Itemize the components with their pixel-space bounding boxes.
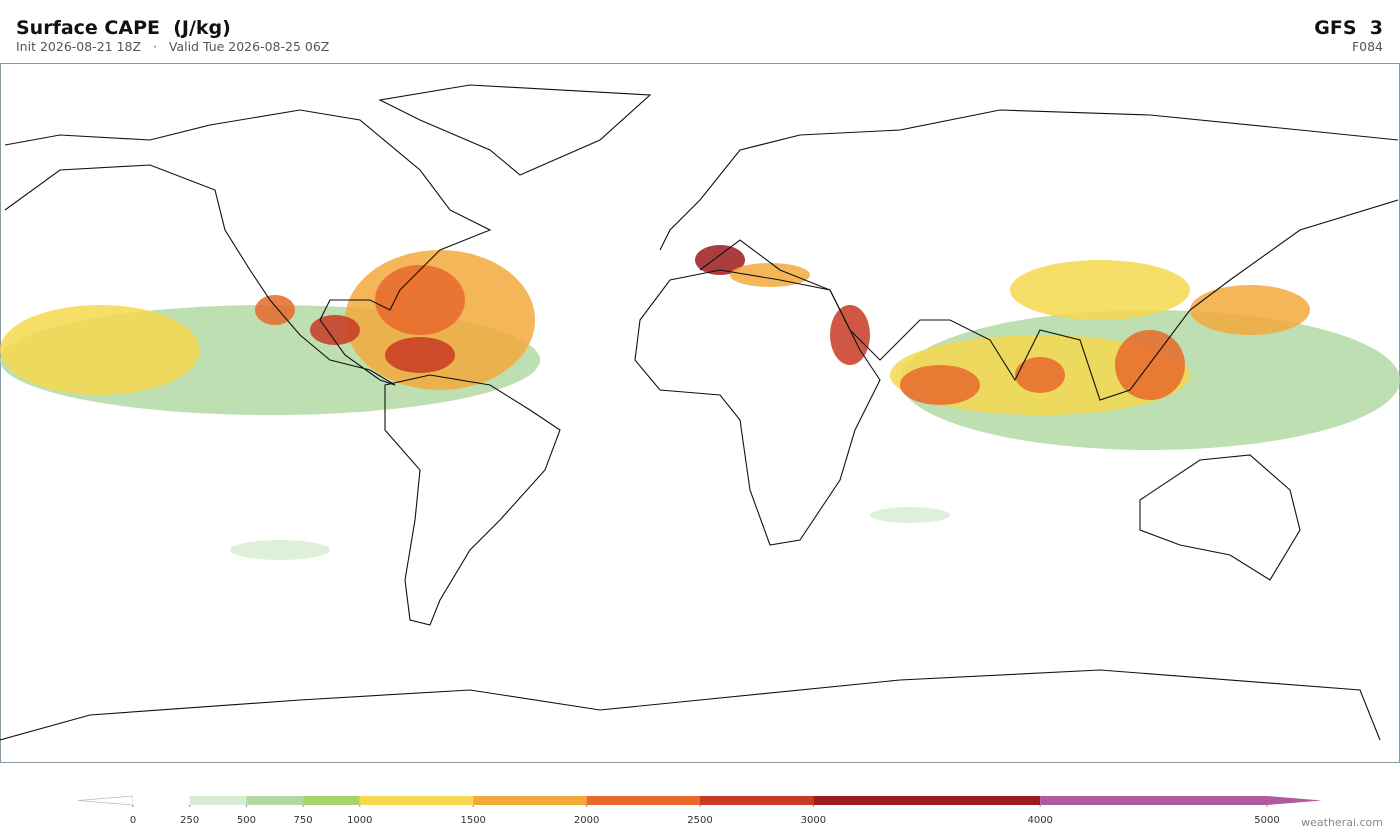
- watermark: weatherai.com: [1301, 816, 1383, 829]
- colorbar-tick-label: 4000: [1027, 815, 1052, 826]
- title: Surface CAPE (J/kg): [16, 17, 231, 39]
- colorbar-bin: [133, 796, 190, 805]
- colorbar-over-arrow: [1267, 796, 1322, 805]
- colorbar-tick-label: 750: [294, 815, 313, 826]
- colorbar-tick-label: 250: [180, 815, 199, 826]
- colorbar-bin: [473, 796, 587, 805]
- colorbar-bin: [246, 796, 304, 805]
- colorbar-tick-label: 0: [130, 815, 136, 826]
- subtitle: Init 2026-08-21 18Z · Valid Tue 2026-08-…: [16, 39, 329, 54]
- colorbar-bin: [359, 796, 474, 805]
- colorbar-bin: [303, 796, 360, 805]
- colorbar-tick-label: 3000: [801, 815, 826, 826]
- colorbar-tick-label: 500: [237, 815, 256, 826]
- colorbar-bin: [813, 796, 1041, 805]
- colorbar: 0 250 500 750 1000 1500 2000 2500 3000 4000 5000: [77, 795, 1322, 826]
- map: [0, 63, 1400, 763]
- colorbar-tick-label: 2500: [687, 815, 712, 826]
- coastlines: [0, 84, 1399, 741]
- forecast-hour: F084: [1352, 39, 1383, 54]
- colorbar-tick-label: 2000: [574, 815, 599, 826]
- cape-field: [0, 245, 1400, 560]
- colorbar-tick-label: 5000: [1254, 815, 1279, 826]
- model-name: GFS 3: [1314, 17, 1383, 39]
- colorbar-under-arrow: [77, 795, 134, 806]
- colorbar-tick-label: 1500: [460, 815, 485, 826]
- colorbar-bin: [700, 796, 814, 805]
- colorbar-bin: [1040, 796, 1267, 805]
- colorbar-bin: [189, 796, 247, 805]
- colorbar-bin: [586, 796, 700, 805]
- colorbar-tick-label: 1000: [347, 815, 372, 826]
